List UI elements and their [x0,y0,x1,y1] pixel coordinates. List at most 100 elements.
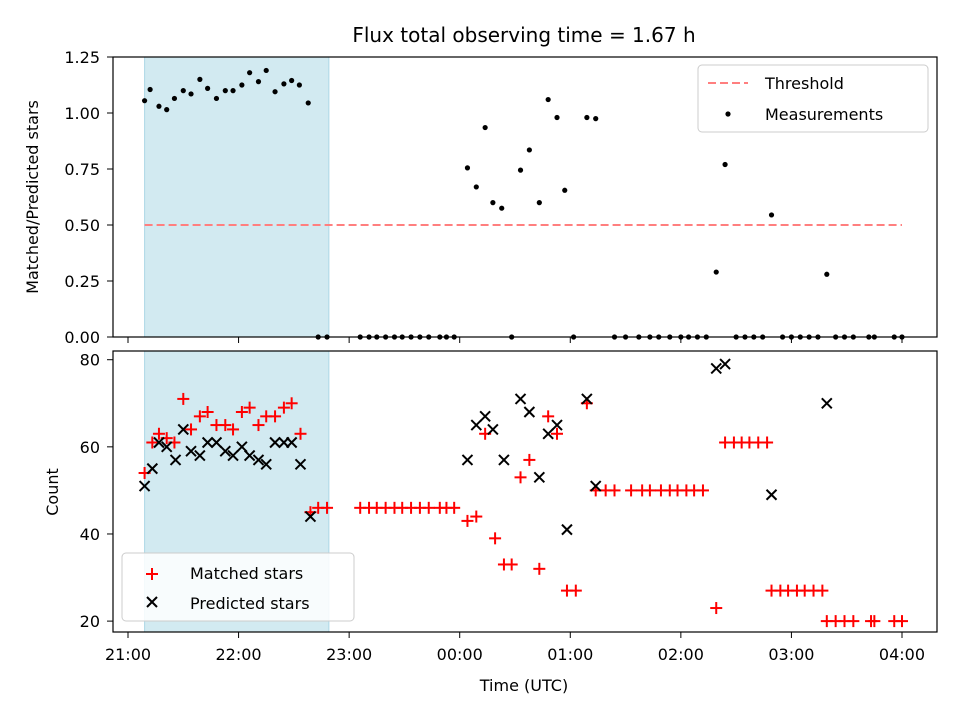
y-tick-label: 1.25 [64,48,100,67]
matched-star-point [227,423,240,436]
bottom-legend-box [121,552,355,622]
predicted-star-point [461,454,474,466]
matched-star-point [243,401,256,414]
predicted-legend-marker [146,596,158,608]
top-legend-box [697,64,929,133]
predicted-star-point [177,423,189,436]
bottom-x-ticks: 21:00 22:00 23:00 00:00 01:00 02:00 03:00 04:00 [105,632,925,664]
predicted-star-point [219,445,232,457]
observing-window-shade [144,56,330,338]
measurement-point [255,79,262,85]
measurement-point [272,89,278,95]
matched-star-point [847,615,860,628]
measurement-point [147,86,153,93]
matched-star-point [201,405,214,418]
matched-star-point [608,484,621,497]
matched-star-point [277,401,290,414]
measurement-point [296,82,302,88]
matched-star-point [285,397,298,410]
bottom-legend: Matched stars Predicted stars [121,552,355,622]
measurement-point [188,91,194,97]
x-tick-label: 04:00 [879,645,925,664]
bottom-axes-frame [112,350,938,633]
predicted-star-point [542,428,554,440]
matched-star-point [193,410,206,423]
measurement-point [156,103,162,109]
y-tick-label: 0.00 [64,328,100,347]
bottom-y-axis-label: Count [43,468,62,516]
matched-star-point [625,484,638,497]
matched-star-point [868,615,881,628]
predicted-star-point [227,449,239,462]
measurement-point [281,81,287,87]
matched-star-point [252,419,265,432]
matched-star-point [569,584,582,597]
matched-star-point [533,562,546,575]
measurement-point [482,124,488,131]
measurement-point [490,200,496,206]
predicted-star-point [252,454,265,466]
predicted-star-point [561,523,573,536]
matched-star-point [146,436,159,449]
predicted-star-point [201,436,214,449]
x-tick-label: 23:00 [326,645,372,664]
matched-star-point [505,558,518,571]
top-chart-title: Flux total observing time = 1.67 h [352,23,695,47]
top-axes-frame [112,56,938,338]
predicted-star-point [194,449,206,462]
predicted-star-point [821,397,833,409]
predicted-star-point [523,406,536,418]
matched-star-point [422,501,435,514]
measurement-point [526,147,532,153]
predicted-star-point [487,423,499,436]
measurement-point [517,167,524,173]
x-tick-label: 22:00 [216,645,262,664]
x-tick-label: 01:00 [547,645,593,664]
bottom-panel: 20 40 60 80 21:00 22:00 23:00 00:00 01:00 02:00 0… [43,350,938,695]
matched-legend-marker [146,568,158,580]
predicted-star-point [169,454,182,466]
measurement-point [554,114,560,121]
matched-star-point [643,484,656,497]
measurements-legend-marker [725,111,731,117]
measurement-point [722,161,728,168]
predicted-star-point [765,489,778,501]
predicted-star-point [294,458,307,470]
matched-star-point [185,423,198,436]
measurement-point [824,271,830,277]
measurement-point [473,184,479,190]
top-y-ticks: 0.00 0.25 0.50 0.75 1.00 1.25 [64,48,113,347]
x-tick-label: 21:00 [105,645,151,664]
predicted-star-point [710,362,722,375]
matched-star-point [895,615,908,628]
top-panel: Flux total observing time = 1.67 h 0.00 0… [23,23,938,347]
predicted-star-point [498,454,510,466]
matched-star-point [152,427,165,440]
matched-star-point [816,584,829,597]
measurement-point [239,82,245,88]
matched-star-point [761,436,774,449]
predicted-star-point [551,419,563,431]
matched-star-point [235,405,248,418]
matched-star-point [269,410,282,423]
matched-star-point [489,532,502,545]
predicted-star-point [260,458,272,470]
x-tick-label: 00:00 [437,645,483,664]
matched-legend-label: Matched stars [190,564,303,583]
predicted-star-point [146,462,159,475]
measurement-point [289,77,295,84]
measurement-point [593,116,599,122]
y-tick-label: 0.75 [64,160,100,179]
predicted-star-point [138,480,151,492]
predicted-star-point [304,510,317,523]
x-tick-label: 03:00 [768,645,814,664]
matched-star-point [551,427,564,440]
top-x-ticks [127,337,903,343]
predicted-star-point [719,358,731,370]
measurement-point [305,100,311,106]
y-tick-label: 80 [80,351,100,370]
y-tick-label: 0.50 [64,216,100,235]
bottom-x-axis-label: Time (UTC) [479,676,568,695]
measurement-point [213,95,220,102]
